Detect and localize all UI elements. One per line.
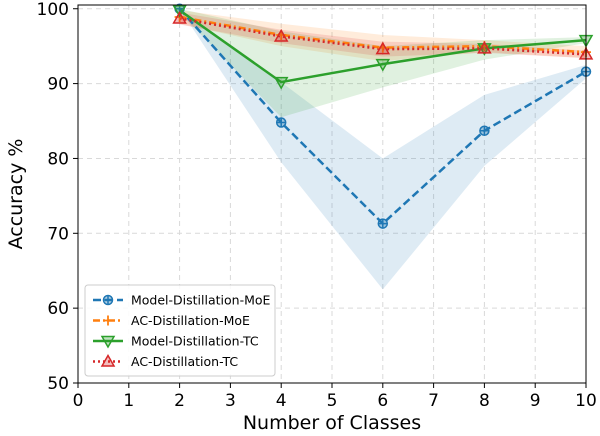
x-tick-label: 3: [225, 391, 236, 411]
data-point-3: [172, 10, 187, 24]
legend-label: Model-Distillation-TC: [131, 334, 259, 349]
y-axis-ticks: 50 60 70 80 90 100: [37, 0, 78, 394]
y-tick-label: 90: [47, 75, 69, 95]
x-tick-label: 2: [174, 391, 185, 411]
legend-label: AC-Distillation-MoE: [131, 313, 250, 328]
y-tick-label: 50: [47, 374, 69, 394]
y-tick-label: 100: [37, 0, 69, 20]
x-tick-label: 0: [73, 391, 84, 411]
data-point-2: [273, 76, 289, 90]
legend-marker: [100, 335, 116, 349]
legend-marker: [100, 353, 116, 367]
y-tick-label: 80: [47, 149, 69, 169]
x-axis-label: Number of Classes: [243, 412, 421, 434]
x-tick-label: 9: [530, 391, 541, 411]
x-tick-label: 1: [123, 391, 134, 411]
y-axis-label: Accuracy %: [5, 139, 27, 250]
x-tick-label: 7: [428, 391, 439, 411]
x-axis-ticks: 0 1 2 3 4 5 6 7 8 9 10: [73, 383, 597, 411]
y-tick-label: 70: [47, 224, 69, 244]
legend-marker: [102, 294, 114, 306]
x-tick-label: 4: [276, 391, 287, 411]
legend-label: AC-Distillation-TC: [131, 354, 238, 369]
legend-marker: [103, 315, 113, 326]
y-tick-label: 60: [47, 299, 69, 319]
data-point-0: [377, 218, 389, 229]
legend-label: Model-Distillation-MoE: [131, 293, 271, 308]
x-tick-label: 8: [479, 391, 490, 411]
legend: Model-Distillation-MoE AC-Distillation-Mo…: [84, 284, 276, 377]
x-tick-label: 10: [575, 391, 597, 411]
x-tick-label: 5: [327, 391, 338, 411]
confidence-band-0: [179, 8, 586, 290]
x-tick-label: 6: [377, 391, 388, 411]
data-point-3: [375, 41, 391, 55]
data-point-3: [273, 28, 289, 42]
data-point-2: [375, 58, 391, 72]
legend-box: [84, 284, 276, 377]
data-point-3: [477, 40, 492, 54]
data-point-0: [275, 117, 287, 128]
series-line-2: [178, 9, 587, 84]
data-point-0: [479, 125, 490, 137]
